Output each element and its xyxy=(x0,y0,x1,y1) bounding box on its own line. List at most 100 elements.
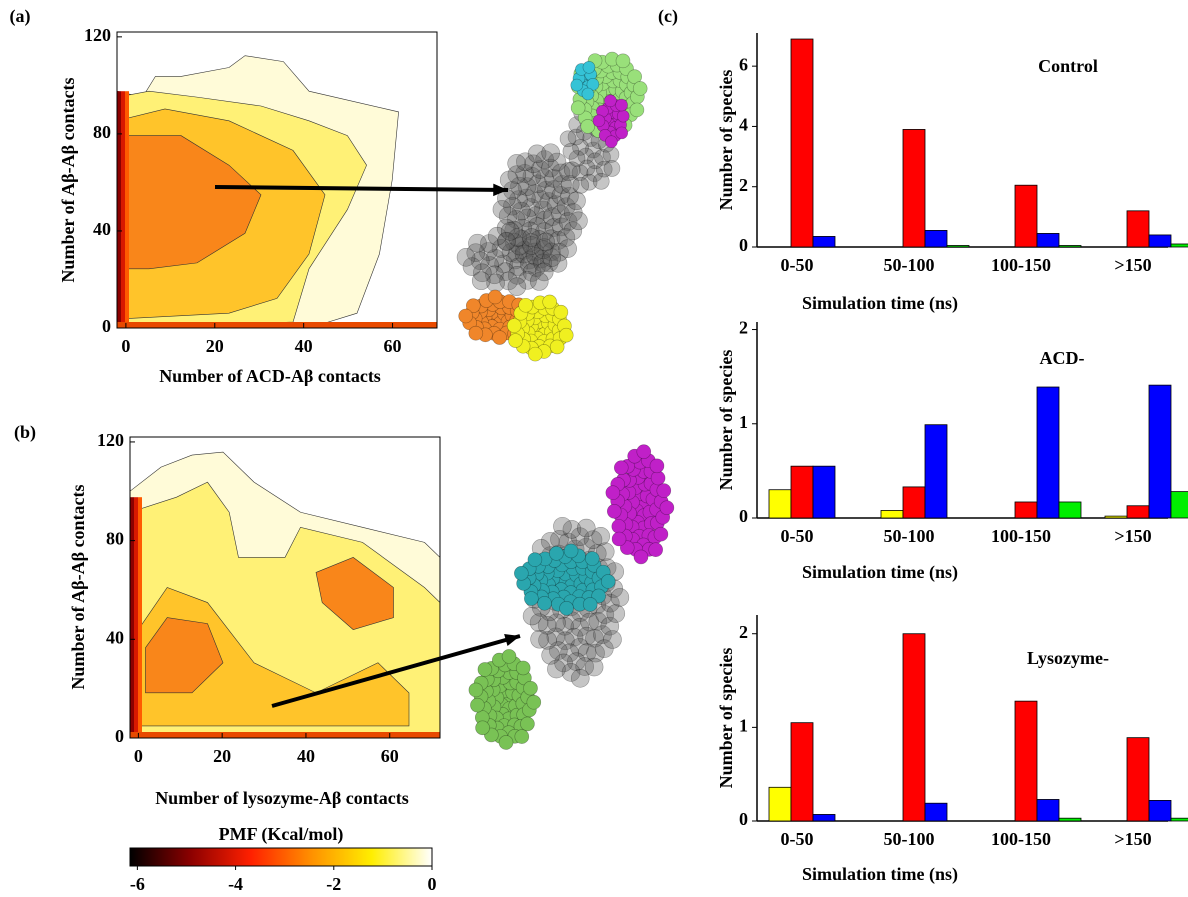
bar xyxy=(1171,244,1188,247)
atom xyxy=(528,347,542,361)
y-tick-label: 4 xyxy=(739,115,748,135)
atom xyxy=(612,532,626,546)
atom xyxy=(649,543,663,557)
atom xyxy=(524,592,538,606)
x-tick-label: 20 xyxy=(206,336,224,356)
y-axis-label: Number of Aβ-Aβ contacts xyxy=(58,77,78,282)
x-tick-label: 50-100 xyxy=(884,255,935,275)
x-axis-label: Number of ACD-Aβ contacts xyxy=(159,366,381,386)
atom xyxy=(593,173,609,189)
atom xyxy=(660,501,674,515)
y-tick-label: 0 xyxy=(739,506,748,526)
atom xyxy=(519,298,533,312)
atom xyxy=(604,95,616,107)
chart-title: Control xyxy=(1038,56,1098,76)
bar xyxy=(1105,516,1127,518)
atom xyxy=(654,527,668,541)
atom xyxy=(554,305,568,319)
x-tick-label: 40 xyxy=(297,746,315,766)
atom xyxy=(547,660,565,678)
atom xyxy=(524,681,538,695)
bar xyxy=(947,245,969,247)
x-axis-label: Simulation time (ns) xyxy=(802,864,958,885)
x-tick-label: >150 xyxy=(1114,829,1151,849)
x-tick-label: 0 xyxy=(121,336,130,356)
bar xyxy=(925,803,947,821)
figure: 020406004080120Number of ACD-Aβ contacts… xyxy=(0,0,1188,897)
bar xyxy=(903,487,925,518)
bar xyxy=(813,814,835,821)
atom xyxy=(604,631,622,649)
atom xyxy=(573,177,589,193)
y-tick-label: 0 xyxy=(102,316,111,336)
atom xyxy=(637,445,651,459)
y-tick-label: 120 xyxy=(97,430,124,450)
bar xyxy=(1015,185,1037,247)
bar xyxy=(925,230,947,247)
colorbar xyxy=(130,848,432,866)
bar xyxy=(1015,502,1037,518)
y-tick-label: 1 xyxy=(739,412,748,432)
x-tick-label: >150 xyxy=(1114,255,1151,275)
atom xyxy=(472,272,490,290)
atom xyxy=(571,79,583,91)
atom xyxy=(493,200,511,218)
atom xyxy=(612,519,626,533)
y-tick-label: 40 xyxy=(93,219,111,239)
atom xyxy=(509,334,523,348)
contour-edge xyxy=(130,497,134,738)
panel-label: (b) xyxy=(14,422,36,443)
atom xyxy=(530,273,548,291)
bar xyxy=(1015,701,1037,821)
y-tick-label: 2 xyxy=(739,318,748,338)
x-tick-label: 60 xyxy=(384,336,402,356)
atom xyxy=(507,319,521,333)
atom xyxy=(606,486,620,500)
x-tick-label: 100-150 xyxy=(991,829,1051,849)
atom xyxy=(549,546,563,560)
atom xyxy=(569,212,587,230)
atom xyxy=(650,459,664,473)
atom xyxy=(528,553,542,567)
atom xyxy=(550,340,564,354)
atom xyxy=(459,309,473,323)
atom xyxy=(607,504,621,518)
atom xyxy=(523,607,541,625)
atom xyxy=(514,566,528,580)
atom xyxy=(553,517,571,535)
atom xyxy=(581,119,595,133)
atom xyxy=(542,144,560,162)
atom xyxy=(585,552,599,566)
arrow-head xyxy=(504,634,520,646)
contour-edge xyxy=(117,91,121,328)
atom xyxy=(508,278,526,296)
atom xyxy=(633,81,647,95)
atom xyxy=(604,160,620,176)
atom xyxy=(564,544,578,558)
x-tick-label: 100-150 xyxy=(991,526,1051,546)
y-tick-label: 0 xyxy=(115,726,124,746)
x-tick-label: 0 xyxy=(134,746,143,766)
atom xyxy=(493,331,507,345)
y-tick-label: 6 xyxy=(739,54,748,74)
atom xyxy=(478,662,492,676)
atom xyxy=(501,222,519,240)
bar xyxy=(1149,800,1171,821)
atom xyxy=(593,115,605,127)
bar xyxy=(769,490,791,518)
bar xyxy=(791,466,813,518)
x-tick-label: 0-50 xyxy=(781,829,814,849)
y-tick-label: 40 xyxy=(106,627,124,647)
atom xyxy=(564,162,580,178)
bar xyxy=(1149,385,1171,518)
y-tick-label: 1 xyxy=(739,715,748,735)
contour-edge xyxy=(130,732,440,738)
atom xyxy=(651,471,665,485)
x-tick-label: 50-100 xyxy=(884,526,935,546)
bar xyxy=(813,466,835,518)
bar xyxy=(1037,233,1059,247)
bar xyxy=(791,39,813,247)
atom xyxy=(601,574,615,588)
x-axis-label: Simulation time (ns) xyxy=(802,293,958,314)
atom xyxy=(469,326,483,340)
